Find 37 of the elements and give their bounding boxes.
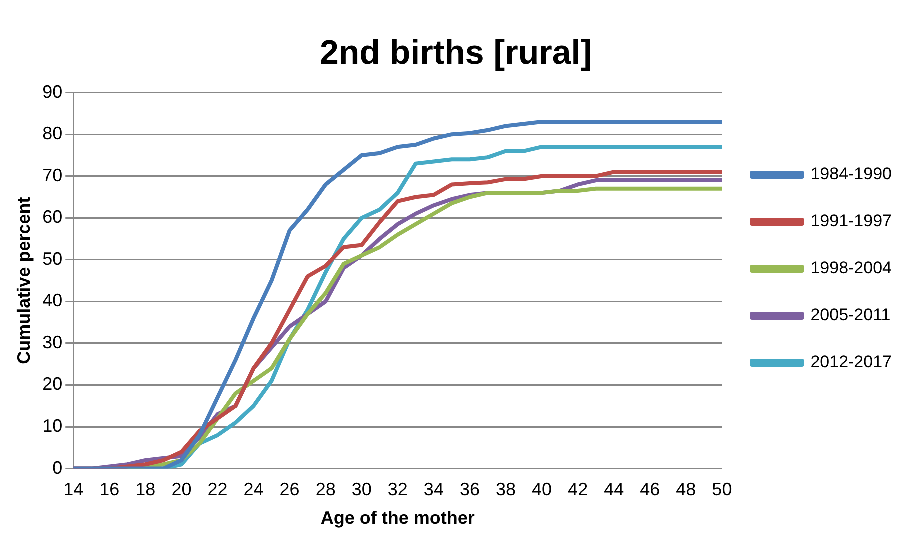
y-tick-label: 20 (42, 374, 63, 394)
x-tick-label: 36 (460, 480, 480, 500)
x-tick-label: 50 (712, 480, 732, 500)
x-tick-label: 14 (64, 480, 84, 500)
x-tick-label: 38 (496, 480, 516, 500)
y-tick-label: 10 (42, 416, 63, 436)
y-tick-label: 90 (42, 82, 63, 102)
x-tick-label: 42 (568, 480, 588, 500)
x-tick-label: 24 (244, 480, 264, 500)
x-tick-label: 40 (532, 480, 552, 500)
y-axis-title: Cumulative percent (14, 197, 34, 364)
y-tick-label: 60 (42, 207, 63, 228)
y-tick-label: 0 (52, 458, 63, 478)
legend-label: 2005-2011 (810, 306, 891, 325)
x-tick-label: 30 (352, 480, 372, 500)
y-tick-label: 30 (42, 332, 63, 352)
y-tick-label: 70 (42, 165, 63, 186)
x-tick-label: 46 (640, 480, 660, 500)
x-tick-label: 44 (604, 480, 624, 500)
x-tick-label: 48 (676, 480, 696, 500)
x-tick-label: 22 (208, 480, 228, 500)
chart-title: 2nd births [rural] (320, 34, 592, 72)
y-tick-label: 80 (42, 124, 63, 144)
legend-label: 1998-2004 (810, 258, 892, 278)
x-tick-label: 32 (388, 480, 408, 500)
x-tick-label: 18 (136, 480, 156, 500)
x-tick-label: 16 (100, 480, 120, 500)
x-tick-label: 26 (280, 480, 300, 500)
x-tick-label: 34 (424, 480, 444, 500)
y-tick-label: 40 (42, 290, 63, 311)
legend-label: 1984-1990 (810, 164, 892, 184)
x-axis-title: Age of the mother (320, 508, 475, 528)
y-tick-label: 50 (42, 248, 63, 269)
x-tick-label: 20 (172, 480, 192, 500)
x-tick-label: 28 (316, 480, 336, 500)
legend-label: 1991-1997 (810, 212, 892, 231)
legend-label: 2012-2017 (810, 352, 892, 372)
